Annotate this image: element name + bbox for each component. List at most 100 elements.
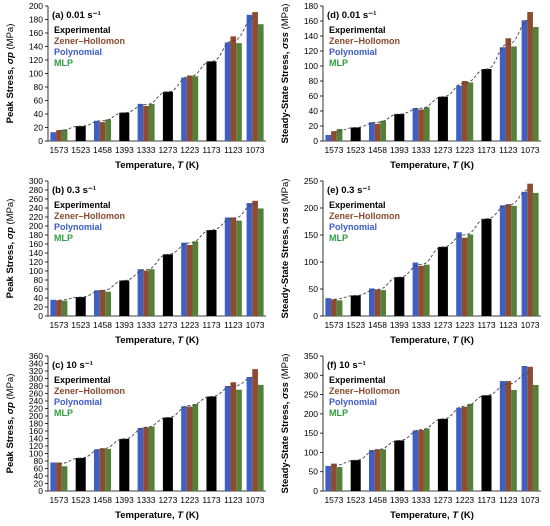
bar-zener-hollomon: [418, 265, 424, 316]
bar-zener-hollomon: [527, 183, 533, 316]
x-tick-label: 1223: [455, 320, 474, 330]
legend-entry: MLP: [54, 408, 73, 418]
bar-zener-hollomon: [186, 244, 193, 316]
bar-mlp: [105, 291, 112, 316]
y-tick-label: 20: [34, 302, 44, 312]
y-tick-label: 40: [34, 109, 44, 119]
y-tick-label: 260: [29, 389, 43, 399]
bar-mlp: [532, 384, 539, 491]
y-tick-label: 60: [34, 284, 44, 294]
x-tick-label: 1123: [224, 320, 243, 330]
y-tick-label: 220: [29, 404, 43, 414]
y-tick-label: 150: [304, 428, 318, 438]
y-tick-label: 100: [304, 61, 318, 71]
x-tick-label: 1458: [93, 320, 112, 330]
bar-mlp: [380, 290, 387, 316]
x-tick-label: 1523: [346, 495, 365, 505]
y-tick-label: 80: [309, 76, 319, 86]
bar-zener-hollomon: [331, 131, 337, 141]
y-axis-label: Peak Stress, σp (MPa): [5, 24, 16, 124]
bar-mlp: [511, 46, 517, 141]
y-tick-label: 140: [29, 42, 43, 52]
bar-polynomial: [521, 366, 528, 491]
y-tick-label: 200: [304, 203, 318, 213]
y-tick-label: 240: [29, 203, 43, 213]
bar-mlp: [532, 27, 539, 141]
bar-experimental: [481, 218, 492, 316]
y-tick-label: 20: [34, 123, 44, 133]
bar-zener-hollomon: [143, 427, 149, 491]
bar-experimental: [206, 61, 217, 141]
x-tick-label: 1223: [455, 495, 474, 505]
y-tick-label: 240: [29, 396, 43, 406]
bar-experimental: [350, 127, 361, 141]
bar-mlp: [467, 234, 474, 316]
bar-mlp: [257, 384, 264, 491]
bar-polynomial: [325, 465, 332, 491]
y-tick-label: 50: [309, 284, 319, 294]
y-tick-label: 80: [34, 456, 44, 466]
x-tick-label: 1333: [412, 495, 431, 505]
x-tick-label: 1333: [412, 320, 431, 330]
panel-title: (c) 10 s⁻¹: [52, 360, 93, 371]
y-axis-label: Steady-State Stress, σss (MPa): [280, 354, 291, 494]
x-tick-label: 1458: [368, 145, 387, 155]
x-tick-label: 1523: [346, 145, 365, 155]
y-tick-label: 20: [34, 479, 44, 489]
y-tick-label: 60: [34, 96, 44, 106]
panel-c: 0 20 40 60 80 100 120 140 160 180 200 220 240 260 280 3…: [0, 350, 275, 525]
trend-line: [333, 372, 531, 466]
y-tick-label: 250: [304, 176, 318, 186]
bar-mlp: [148, 426, 155, 491]
bar-polynomial: [50, 299, 57, 316]
legend-entry: Zener–Hollomon: [54, 211, 125, 221]
legend-entry: Experimental: [54, 25, 111, 35]
bar-polynomial: [368, 288, 375, 316]
bar-zener-hollomon: [418, 109, 424, 141]
y-tick-label: 60: [34, 464, 44, 474]
y-tick-label: 180: [29, 15, 43, 25]
legend-entry: Polynomial: [329, 47, 377, 57]
x-tick-label: 1173: [477, 320, 496, 330]
bar-polynomial: [456, 85, 462, 141]
bar-polynomial: [246, 203, 253, 316]
y-tick-label: 180: [29, 230, 43, 240]
bar-zener-hollomon: [331, 299, 337, 316]
y-tick-label: 100: [304, 447, 318, 457]
legend-entry: Experimental: [54, 200, 111, 210]
bar-experimental: [206, 396, 217, 491]
legend-entry: Polynomial: [329, 397, 377, 407]
y-tick-label: 100: [29, 266, 43, 276]
x-tick-label: 1523: [71, 145, 90, 155]
x-axis-label: Temperature, T (K): [115, 335, 199, 346]
x-tick-label: 1573: [324, 495, 343, 505]
legend-entry: Polynomial: [54, 47, 102, 57]
legend-entry: Zener–Hollomon: [329, 211, 400, 221]
bar-zener-hollomon: [505, 38, 512, 141]
x-tick-label: 1573: [49, 320, 68, 330]
bar-polynomial: [246, 14, 253, 141]
panel-title: (d) 0.01 s⁻¹: [327, 10, 376, 21]
bar-polynomial: [412, 262, 419, 316]
bar-polynomial: [456, 407, 462, 491]
x-tick-label: 1223: [180, 320, 199, 330]
y-tick-label: 80: [34, 82, 44, 92]
legend-entry: MLP: [329, 408, 348, 418]
x-tick-label: 1458: [93, 495, 112, 505]
legend-entry: Zener–Hollomon: [54, 386, 125, 396]
chart-c: 0204060801001201401601802002202402602803…: [5, 351, 266, 521]
y-tick-label: 60: [309, 91, 319, 101]
x-tick-label: 1173: [202, 495, 221, 505]
x-tick-label: 1333: [412, 145, 431, 155]
legend-entry: Experimental: [329, 25, 386, 35]
x-tick-label: 1073: [521, 145, 540, 155]
x-tick-label: 1523: [71, 495, 90, 505]
bar-zener-hollomon: [331, 463, 337, 491]
bar-polynomial: [224, 42, 231, 142]
legend-entry: Zener–Hollomon: [329, 36, 400, 46]
bar-zener-hollomon: [252, 12, 258, 142]
legend-entry: Experimental: [329, 375, 386, 385]
y-axis-label: Peak Stress, σp (MPa): [5, 374, 16, 474]
bar-polynomial: [50, 132, 57, 141]
